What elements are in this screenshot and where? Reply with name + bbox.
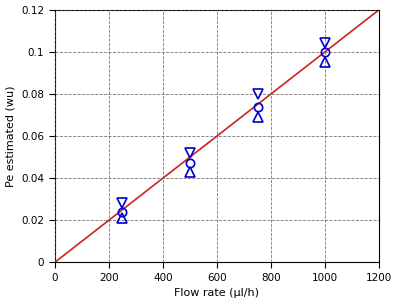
X-axis label: Flow rate (μl/h): Flow rate (μl/h): [174, 288, 259, 299]
Y-axis label: Pe estimated (wu): Pe estimated (wu): [6, 85, 16, 187]
